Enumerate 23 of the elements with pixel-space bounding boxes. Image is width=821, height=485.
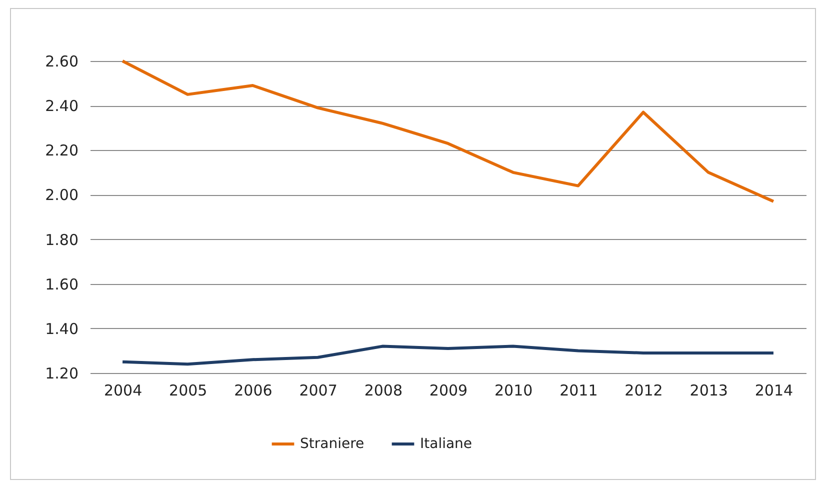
y-tick-label: 1.20 <box>45 364 78 382</box>
line-series <box>121 60 775 203</box>
x-tick-label: 2012 <box>624 382 663 400</box>
y-tick-label: 2.20 <box>45 142 78 160</box>
x-tick-label: 2014 <box>754 382 794 400</box>
x-tick-label: 2010 <box>494 382 533 400</box>
y-tick-label: 2.40 <box>45 97 78 116</box>
x-tick-label: 2009 <box>429 382 468 400</box>
x-tick-label: 2008 <box>364 382 403 400</box>
y-tick-label: 1.40 <box>45 320 78 338</box>
x-tick-label: 2006 <box>234 382 272 400</box>
x-tick-label: 2007 <box>299 382 338 400</box>
line-series <box>121 344 775 366</box>
y-tick-label: 2.60 <box>45 52 78 70</box>
y-tick-label: 2.00 <box>45 186 78 204</box>
legend-label: Straniere <box>300 436 364 452</box>
y-tick-label: 1.80 <box>45 230 78 249</box>
x-tick-label: 2004 <box>104 382 142 400</box>
legend-label: Italiane <box>420 436 472 452</box>
x-tick-label: 2005 <box>169 382 208 400</box>
x-tick-label: 2013 <box>690 382 728 400</box>
y-tick-label: 1.60 <box>45 275 78 294</box>
x-tick-label: 2011 <box>560 382 598 400</box>
